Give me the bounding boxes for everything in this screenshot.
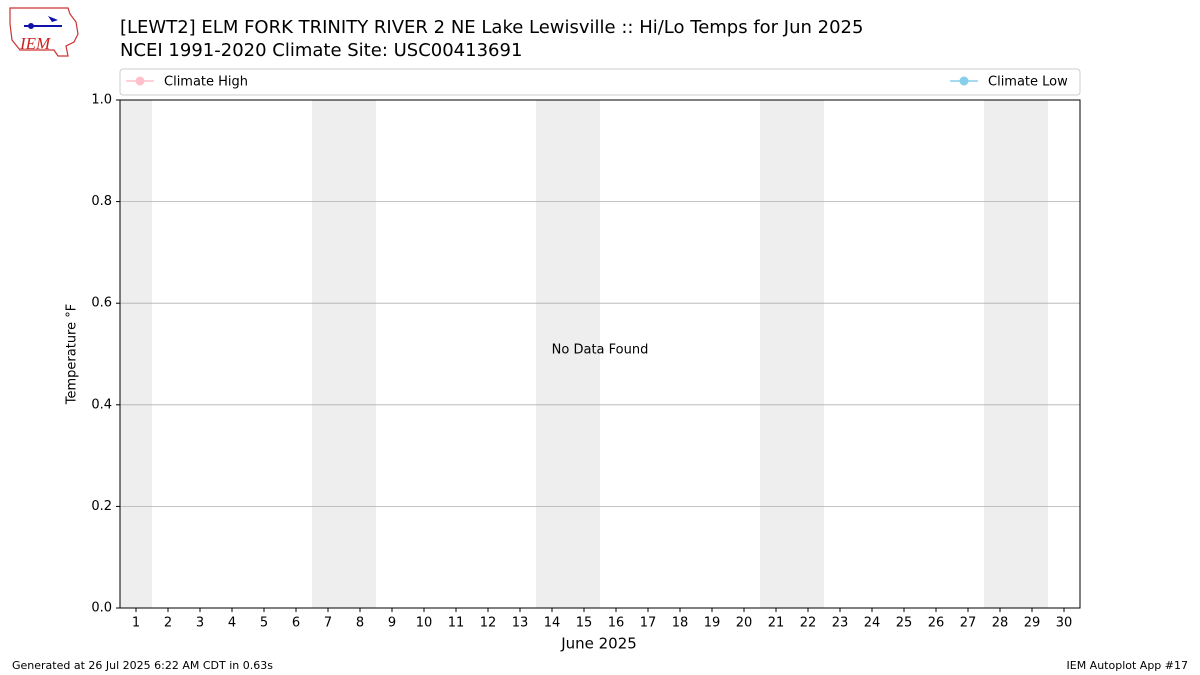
x-tick-label: 20 [736, 616, 753, 631]
x-tick-label: 8 [356, 616, 364, 631]
chart-title: [LEWT2] ELM FORK TRINITY RIVER 2 NE Lake… [120, 17, 863, 38]
x-tick-label: 1 [132, 616, 140, 631]
x-tick-label: 17 [640, 616, 657, 631]
x-tick-label: 13 [512, 616, 529, 631]
legend-label: Climate Low [988, 75, 1068, 90]
x-tick-label: 24 [864, 616, 881, 631]
weekend-band [344, 100, 376, 608]
weekend-band [1016, 100, 1048, 608]
y-tick-label: 0.4 [91, 397, 112, 412]
y-tick-label: 1.0 [91, 93, 112, 108]
x-tick-label: 28 [992, 616, 1009, 631]
x-tick-label: 29 [1024, 616, 1041, 631]
weekend-band [984, 100, 1016, 608]
chart-subtitle: NCEI 1991-2020 Climate Site: USC00413691 [120, 40, 522, 61]
x-tick-label: 30 [1056, 616, 1073, 631]
x-tick-label: 7 [324, 616, 332, 631]
legend-marker [959, 76, 969, 86]
x-tick-label: 16 [608, 616, 625, 631]
x-tick-label: 2 [164, 616, 172, 631]
legend-label: Climate High [164, 75, 248, 90]
y-tick-label: 0.8 [91, 194, 112, 209]
legend-marker [135, 76, 145, 86]
x-tick-label: 6 [292, 616, 300, 631]
x-tick-label: 4 [228, 616, 236, 631]
weekend-band [760, 100, 792, 608]
weekend-band [792, 100, 824, 608]
x-tick-label: 5 [260, 616, 268, 631]
x-tick-label: 22 [800, 616, 817, 631]
x-tick-label: 19 [704, 616, 721, 631]
x-tick-label: 26 [928, 616, 945, 631]
y-tick-label: 0.0 [91, 601, 112, 616]
x-tick-label: 11 [448, 616, 465, 631]
logo: IEM [9, 7, 79, 57]
x-tick-label: 18 [672, 616, 689, 631]
weekend-band [312, 100, 344, 608]
x-tick-label: 27 [960, 616, 977, 631]
plot-frame [119, 99, 1081, 609]
y-tick-label: 0.2 [91, 499, 112, 514]
legend [119, 68, 1081, 96]
x-tick-label: 10 [416, 616, 433, 631]
footer-right: IEM Autoplot App #17 [1067, 659, 1189, 672]
y-axis-label: Temperature °F [65, 304, 80, 405]
weekend-band [120, 100, 152, 608]
x-axis-label: June 2025 [560, 635, 637, 653]
annotation: No Data Found [552, 343, 649, 358]
logo-text: IEM [19, 34, 51, 53]
x-tick-label: 9 [388, 616, 396, 631]
footer-left: Generated at 26 Jul 2025 6:22 AM CDT in … [12, 659, 273, 672]
x-tick-label: 21 [768, 616, 785, 631]
y-tick-label: 0.6 [91, 296, 112, 311]
x-tick-label: 12 [480, 616, 497, 631]
x-tick-label: 25 [896, 616, 913, 631]
x-tick-label: 3 [196, 616, 204, 631]
x-tick-label: 23 [832, 616, 849, 631]
weekend-band [536, 100, 568, 608]
x-tick-label: 14 [544, 616, 561, 631]
x-tick-label: 15 [576, 616, 593, 631]
weekend-band [568, 100, 600, 608]
